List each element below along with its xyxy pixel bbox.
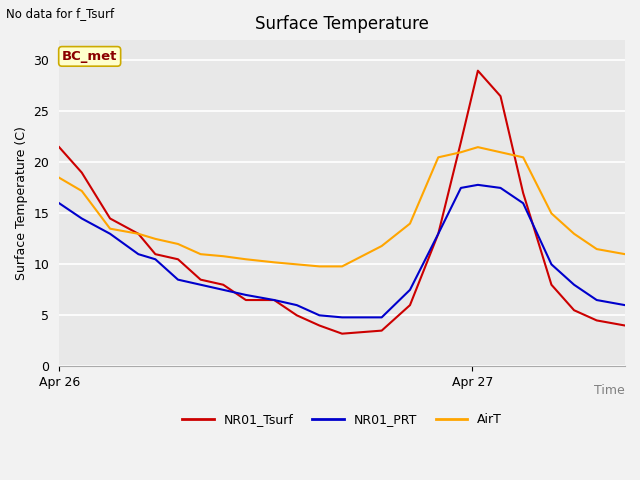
Legend: NR01_Tsurf, NR01_PRT, AirT: NR01_Tsurf, NR01_PRT, AirT — [177, 408, 507, 432]
Text: No data for f_Tsurf: No data for f_Tsurf — [6, 7, 115, 20]
Title: Surface Temperature: Surface Temperature — [255, 15, 429, 33]
Text: BC_met: BC_met — [62, 50, 117, 63]
Y-axis label: Surface Temperature (C): Surface Temperature (C) — [15, 126, 28, 280]
Text: Time: Time — [595, 384, 625, 397]
